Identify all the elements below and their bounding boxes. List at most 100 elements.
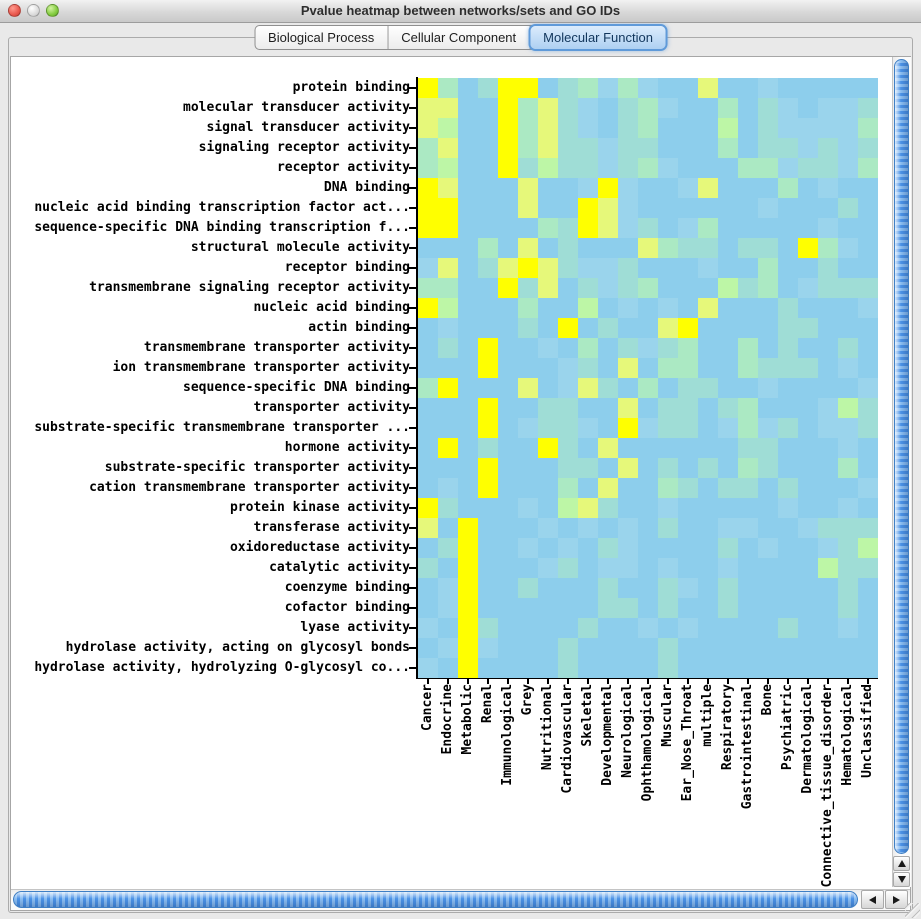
heatmap-cell bbox=[698, 178, 718, 198]
arrow-up-icon bbox=[897, 860, 906, 867]
heatmap-cell bbox=[638, 578, 658, 598]
heatmap-cell bbox=[638, 278, 658, 298]
heatmap-cell bbox=[858, 578, 878, 598]
heatmap-cell bbox=[778, 518, 798, 538]
heatmap-cell bbox=[858, 478, 878, 498]
scroll-right-button[interactable] bbox=[885, 890, 908, 909]
heatmap-cell bbox=[678, 398, 698, 418]
minimize-button[interactable] bbox=[27, 4, 40, 17]
heatmap-cell bbox=[818, 638, 838, 658]
heatmap-cell bbox=[638, 158, 658, 178]
zoom-button[interactable] bbox=[46, 4, 59, 17]
heatmap-cell bbox=[558, 338, 578, 358]
heatmap-cell bbox=[718, 258, 738, 278]
heatmap-cell bbox=[738, 298, 758, 318]
heatmap-cell bbox=[418, 358, 438, 378]
heatmap-cell bbox=[658, 118, 678, 138]
scroll-down-button[interactable] bbox=[893, 872, 910, 887]
heatmap-cell bbox=[778, 378, 798, 398]
heatmap-cell bbox=[678, 578, 698, 598]
heatmap-cell bbox=[618, 458, 638, 478]
title-bar[interactable]: Pvalue heatmap between networks/sets and… bbox=[0, 0, 921, 23]
heatmap-cell bbox=[758, 78, 778, 98]
heatmap-cell bbox=[498, 418, 518, 438]
heatmap-cell bbox=[518, 518, 538, 538]
heatmap-cell bbox=[578, 498, 598, 518]
row-label: actin binding bbox=[308, 320, 410, 335]
heatmap-cell bbox=[418, 318, 438, 338]
heatmap-cell bbox=[518, 598, 538, 618]
heatmap-cell bbox=[858, 358, 878, 378]
heatmap-cell bbox=[758, 298, 778, 318]
row-tick bbox=[409, 447, 416, 449]
heatmap-cell bbox=[758, 478, 778, 498]
row-label: cation transmembrane transporter activit… bbox=[89, 480, 410, 495]
heatmap-cell bbox=[838, 298, 858, 318]
heatmap-cell bbox=[678, 598, 698, 618]
vertical-scrollbar-thumb[interactable] bbox=[894, 59, 909, 854]
heatmap-cell bbox=[718, 518, 738, 538]
heatmap-cell bbox=[598, 438, 618, 458]
heatmap-cell bbox=[438, 618, 458, 638]
heatmap-cell bbox=[618, 258, 638, 278]
heatmap-cell bbox=[798, 538, 818, 558]
heatmap-cell bbox=[778, 438, 798, 458]
scroll-left-button[interactable] bbox=[861, 890, 884, 909]
heatmap-cell bbox=[718, 618, 738, 638]
heatmap-cell bbox=[778, 458, 798, 478]
heatmap-cell bbox=[838, 458, 858, 478]
heatmap-cell bbox=[798, 78, 818, 98]
heatmap-cell bbox=[818, 498, 838, 518]
row-tick bbox=[409, 567, 416, 569]
heatmap-cell bbox=[678, 158, 698, 178]
heatmap-cell bbox=[598, 518, 618, 538]
tab-biological-process[interactable]: Biological Process bbox=[255, 26, 389, 49]
tab-cellular-component[interactable]: Cellular Component bbox=[388, 26, 531, 49]
heatmap-cell bbox=[558, 658, 578, 678]
heatmap-cell bbox=[498, 158, 518, 178]
heatmap-cell bbox=[738, 578, 758, 598]
resize-grip[interactable] bbox=[905, 903, 920, 918]
heatmap-cell bbox=[818, 478, 838, 498]
heatmap-cell bbox=[518, 218, 538, 238]
heatmap-cell bbox=[438, 518, 458, 538]
heatmap-cell bbox=[558, 458, 578, 478]
heatmap-cell bbox=[478, 118, 498, 138]
horizontal-scrollbar-thumb[interactable] bbox=[13, 891, 858, 908]
heatmap-cell bbox=[818, 598, 838, 618]
heatmap-cell bbox=[778, 578, 798, 598]
heatmap-cell bbox=[658, 578, 678, 598]
col-label: Gastrointestinal bbox=[740, 684, 755, 810]
heatmap-cell bbox=[718, 638, 738, 658]
heatmap-cell bbox=[438, 638, 458, 658]
heatmap-cell bbox=[718, 198, 738, 218]
heatmap-cell bbox=[738, 178, 758, 198]
heatmap-cell bbox=[778, 618, 798, 638]
row-label: receptor activity bbox=[276, 160, 410, 175]
close-button[interactable] bbox=[8, 4, 21, 17]
heatmap-cell bbox=[718, 598, 738, 618]
heatmap-cell bbox=[738, 398, 758, 418]
heatmap-cell bbox=[518, 118, 538, 138]
heatmap-cell bbox=[778, 658, 798, 678]
heatmap-cell bbox=[798, 158, 818, 178]
heatmap-cell bbox=[418, 258, 438, 278]
heatmap-cell bbox=[818, 78, 838, 98]
heatmap-cell bbox=[778, 538, 798, 558]
col-label: Psychiatric bbox=[780, 684, 795, 771]
heatmap-cell bbox=[558, 638, 578, 658]
heatmap-cell bbox=[558, 398, 578, 418]
tab-molecular-function[interactable]: Molecular Function bbox=[530, 26, 666, 49]
row-label: substrate-specific transmembrane transpo… bbox=[34, 420, 410, 435]
heatmap-cell bbox=[558, 478, 578, 498]
heatmap-cell bbox=[818, 178, 838, 198]
col-tick bbox=[647, 679, 649, 684]
heatmap-cell bbox=[578, 98, 598, 118]
scroll-up-button[interactable] bbox=[893, 856, 910, 871]
heatmap-cell bbox=[538, 558, 558, 578]
heatmap-cell bbox=[498, 398, 518, 418]
heatmap-cell bbox=[718, 298, 738, 318]
heatmap-cell bbox=[778, 558, 798, 578]
heatmap-cell bbox=[638, 338, 658, 358]
heatmap-cell bbox=[478, 98, 498, 118]
